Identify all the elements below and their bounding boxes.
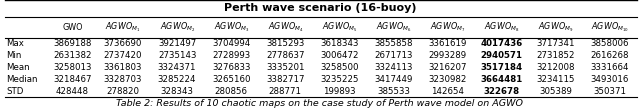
Text: 3855858: 3855858 <box>374 39 413 48</box>
Text: $AGWO_{M_{10}}$: $AGWO_{M_{10}}$ <box>591 20 628 34</box>
Text: 3736690: 3736690 <box>104 39 142 48</box>
Text: 3815293: 3815293 <box>266 39 305 48</box>
Text: 350371: 350371 <box>593 87 627 96</box>
Text: 3664481: 3664481 <box>481 75 523 84</box>
Text: 2728993: 2728993 <box>212 51 250 60</box>
Text: 3704994: 3704994 <box>212 39 250 48</box>
Text: Median: Median <box>6 75 38 84</box>
Text: 2731852: 2731852 <box>536 51 575 60</box>
Text: 3382717: 3382717 <box>266 75 305 84</box>
Text: 280856: 280856 <box>214 87 248 96</box>
Text: 142654: 142654 <box>431 87 464 96</box>
Text: 2616268: 2616268 <box>591 51 629 60</box>
Text: 3276833: 3276833 <box>212 63 250 72</box>
Text: $AGWO_{M_6}$: $AGWO_{M_6}$ <box>376 20 411 34</box>
Text: 3331664: 3331664 <box>591 63 629 72</box>
Text: $AGWO_{M_5}$: $AGWO_{M_5}$ <box>322 20 357 34</box>
Text: Min: Min <box>6 51 22 60</box>
Text: 3258500: 3258500 <box>320 63 358 72</box>
Text: $AGWO_{M_7}$: $AGWO_{M_7}$ <box>430 20 465 34</box>
Text: 328343: 328343 <box>161 87 194 96</box>
Text: 3324371: 3324371 <box>158 63 196 72</box>
Text: 278820: 278820 <box>106 87 140 96</box>
Text: STD: STD <box>6 87 24 96</box>
Text: 3328703: 3328703 <box>104 75 142 84</box>
Text: 385533: 385533 <box>377 87 410 96</box>
Text: 288771: 288771 <box>269 87 302 96</box>
Text: 199893: 199893 <box>323 87 356 96</box>
Text: 3361803: 3361803 <box>104 63 142 72</box>
Text: 3618343: 3618343 <box>320 39 358 48</box>
Text: 3006472: 3006472 <box>320 51 358 60</box>
Text: GWO: GWO <box>62 23 83 32</box>
Text: 3493016: 3493016 <box>591 75 629 84</box>
Text: 3285224: 3285224 <box>158 75 196 84</box>
Text: $AGWO_{M_3}$: $AGWO_{M_3}$ <box>214 20 249 34</box>
Text: 305389: 305389 <box>540 87 572 96</box>
Text: $AGWO_{M_4}$: $AGWO_{M_4}$ <box>268 20 303 34</box>
Text: 3517184: 3517184 <box>481 63 523 72</box>
Text: 3258013: 3258013 <box>53 63 92 72</box>
Text: 428448: 428448 <box>56 87 89 96</box>
Text: Mean: Mean <box>6 63 30 72</box>
Text: 3235225: 3235225 <box>320 75 358 84</box>
Text: Max: Max <box>6 39 24 48</box>
Text: 3921497: 3921497 <box>158 39 196 48</box>
Text: 322678: 322678 <box>484 87 520 96</box>
Text: $AGWO_{M_8}$: $AGWO_{M_8}$ <box>484 20 519 34</box>
Text: 2671713: 2671713 <box>374 51 413 60</box>
Text: 2778637: 2778637 <box>266 51 305 60</box>
Text: Perth wave scenario (16-buoy): Perth wave scenario (16-buoy) <box>224 3 416 13</box>
Text: 3858006: 3858006 <box>591 39 629 48</box>
Text: 2993289: 2993289 <box>428 51 467 60</box>
Text: 2735143: 2735143 <box>158 51 196 60</box>
Text: 2940571: 2940571 <box>481 51 523 60</box>
Text: Table 2: Results of 10 chaotic maps on the case study of Perth wave model on AGW: Table 2: Results of 10 chaotic maps on t… <box>116 99 524 107</box>
Text: 3335201: 3335201 <box>266 63 305 72</box>
Text: 3361619: 3361619 <box>428 39 467 48</box>
Text: 3417449: 3417449 <box>374 75 413 84</box>
Text: 3717341: 3717341 <box>536 39 575 48</box>
Text: 3230982: 3230982 <box>428 75 467 84</box>
Text: $AGWO_{M_9}$: $AGWO_{M_9}$ <box>538 20 573 34</box>
Text: 3234115: 3234115 <box>536 75 575 84</box>
Text: 4017436: 4017436 <box>481 39 523 48</box>
Text: 2631382: 2631382 <box>53 51 92 60</box>
Text: 2737420: 2737420 <box>104 51 142 60</box>
Text: 3218467: 3218467 <box>53 75 92 84</box>
Text: 3216207: 3216207 <box>428 63 467 72</box>
Text: 3212008: 3212008 <box>536 63 575 72</box>
Text: $AGWO_{M_1}$: $AGWO_{M_1}$ <box>106 20 141 34</box>
Text: 3265160: 3265160 <box>212 75 250 84</box>
Text: $AGWO_{M_2}$: $AGWO_{M_2}$ <box>159 20 195 34</box>
Text: 3324113: 3324113 <box>374 63 413 72</box>
Text: 3869188: 3869188 <box>53 39 92 48</box>
